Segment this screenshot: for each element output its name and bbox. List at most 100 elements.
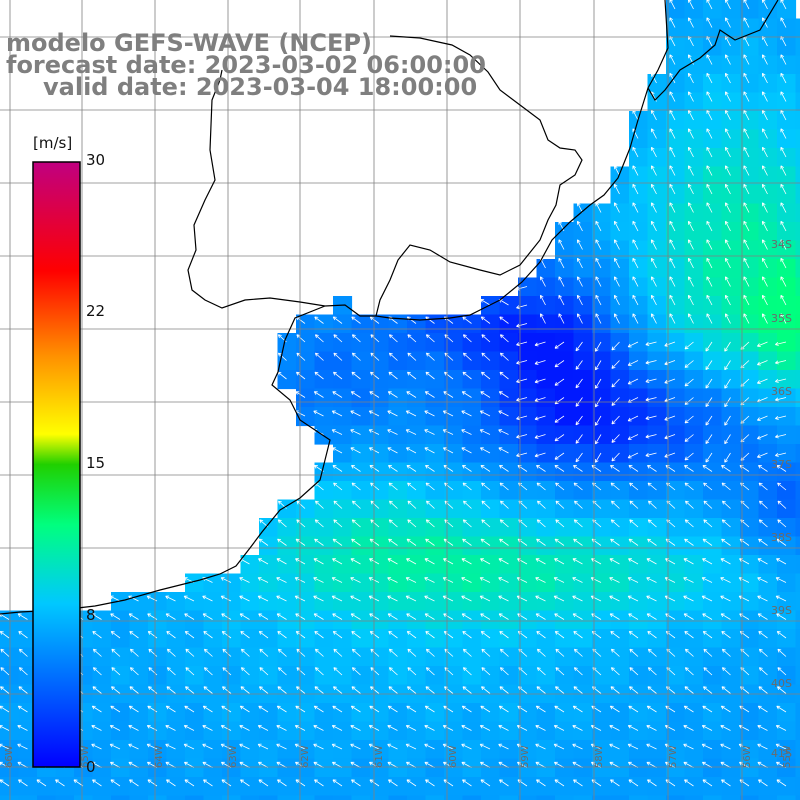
field-cell	[666, 629, 686, 649]
field-cell	[388, 777, 408, 797]
field-cell	[351, 721, 371, 741]
wind-arrow	[351, 465, 361, 472]
field-cell	[388, 703, 408, 723]
field-cell	[777, 703, 797, 723]
field-cell	[370, 740, 390, 760]
wind-arrow	[683, 595, 694, 602]
field-cell	[777, 296, 797, 316]
field-cell	[351, 536, 371, 556]
wind-arrow	[669, 17, 676, 28]
field-cell	[351, 518, 371, 538]
wind-arrow	[743, 54, 750, 65]
field-cell	[684, 425, 704, 445]
wind-arrow	[688, 239, 694, 250]
field-cell	[388, 795, 408, 800]
wind-arrow	[370, 482, 380, 491]
wind-arrow	[222, 667, 232, 676]
wind-arrow	[647, 465, 657, 472]
field-cell	[758, 444, 778, 464]
wind-arrow	[743, 294, 750, 306]
field-cell	[795, 666, 800, 686]
field-cell	[795, 740, 800, 760]
lat-label: 36S	[771, 385, 792, 398]
field-cell	[684, 18, 704, 38]
wind-arrow	[0, 648, 10, 657]
field-cell	[573, 481, 593, 501]
field-cell	[740, 536, 760, 556]
wind-arrow	[332, 558, 343, 565]
field-cell	[148, 758, 168, 778]
field-cell	[296, 536, 316, 556]
field-cell	[666, 259, 686, 279]
wind-arrow	[479, 577, 491, 583]
wind-arrow	[147, 631, 158, 639]
field-cell	[92, 721, 112, 741]
wind-arrow	[314, 519, 324, 528]
field-cell	[555, 333, 575, 353]
wind-arrow	[758, 519, 768, 528]
wind-arrow	[703, 482, 713, 491]
field-cell	[740, 370, 760, 390]
field-cell	[795, 129, 800, 149]
field-cell	[444, 721, 464, 741]
field-cell	[795, 92, 800, 112]
field-cell	[684, 92, 704, 112]
wind-arrow	[609, 613, 620, 620]
wind-arrow	[743, 202, 750, 213]
field-cell	[703, 129, 723, 149]
field-cell	[758, 370, 778, 390]
wind-arrow	[572, 613, 583, 620]
wind-arrow	[351, 519, 361, 528]
wind-arrow	[332, 631, 343, 639]
field-cell	[721, 425, 741, 445]
field-cell	[795, 610, 800, 630]
field-cell	[518, 536, 538, 556]
wind-arrow	[725, 220, 731, 232]
lat-label: 40S	[771, 677, 792, 690]
wind-arrow	[239, 725, 250, 731]
wind-arrow	[480, 391, 491, 398]
wind-arrow	[370, 686, 380, 694]
field-cell	[370, 333, 390, 353]
field-cell	[777, 203, 797, 223]
wind-arrow	[314, 334, 324, 343]
wind-arrow	[775, 452, 787, 457]
field-cell	[203, 610, 223, 630]
field-cell	[351, 703, 371, 723]
field-cell	[536, 388, 556, 408]
wind-arrow	[554, 434, 565, 442]
wind-arrow	[684, 415, 694, 424]
field-cell	[684, 518, 704, 538]
field-cell	[444, 425, 464, 445]
field-cell	[351, 740, 371, 760]
wind-arrow	[425, 465, 435, 472]
field-cell	[425, 555, 445, 575]
field-cell	[573, 203, 593, 223]
field-cell	[536, 647, 556, 667]
field-cell	[92, 777, 112, 797]
wind-arrow	[743, 257, 750, 269]
wind-arrow	[331, 447, 343, 454]
wind-arrow	[17, 613, 28, 620]
field-cell	[555, 647, 575, 667]
field-cell	[388, 721, 408, 741]
field-cell	[795, 592, 800, 612]
field-cell	[351, 407, 371, 427]
wind-arrow	[499, 779, 509, 787]
field-cell	[259, 666, 279, 686]
wind-arrow	[481, 371, 491, 380]
field-cell	[518, 333, 538, 353]
field-cell	[314, 555, 334, 575]
wind-arrow	[333, 519, 343, 528]
field-cell	[555, 666, 575, 686]
field-cell	[425, 370, 445, 390]
wind-arrow	[92, 648, 102, 657]
field-cell	[296, 629, 316, 649]
wind-arrow	[425, 538, 435, 546]
field-cell	[499, 518, 519, 538]
wind-arrow	[498, 705, 509, 713]
field-cell	[55, 795, 75, 800]
field-cell	[629, 777, 649, 797]
field-cell	[129, 740, 149, 760]
wind-arrow	[627, 452, 639, 459]
